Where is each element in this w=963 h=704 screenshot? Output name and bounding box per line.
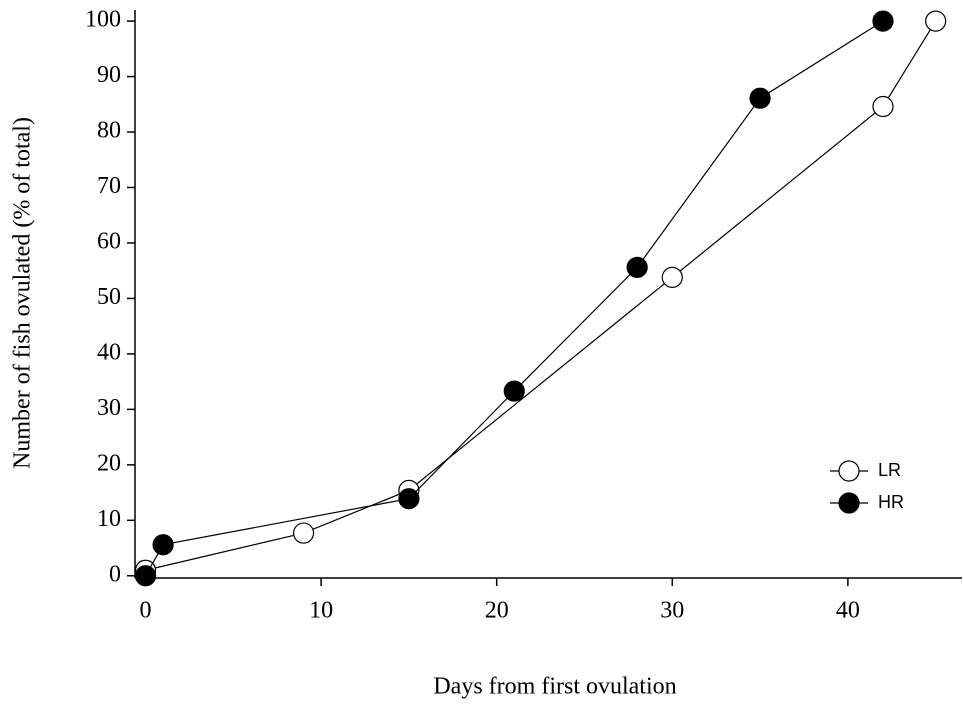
data-point xyxy=(398,488,420,510)
y-tick-label: 100 xyxy=(85,7,121,33)
data-point xyxy=(925,10,947,32)
legend-label: HR xyxy=(878,492,904,512)
data-point xyxy=(872,95,894,118)
data-point xyxy=(152,534,174,556)
y-tick-label: 0 xyxy=(109,561,121,587)
series-line xyxy=(145,20,884,577)
y-tick-label: 20 xyxy=(97,450,121,476)
y-tick-label: 80 xyxy=(97,118,121,144)
y-tick-label: 40 xyxy=(97,339,121,365)
data-point xyxy=(134,565,157,587)
data-point xyxy=(503,380,525,402)
data-point xyxy=(872,10,894,32)
data-point xyxy=(749,87,771,109)
y-tick-label: 60 xyxy=(97,228,121,254)
legend-marker xyxy=(838,492,860,514)
x-tick-label: 10 xyxy=(309,598,333,624)
legend-label: LR xyxy=(878,460,901,480)
x-tick-label: 0 xyxy=(140,598,152,624)
series-line xyxy=(145,20,937,571)
y-tick-label: 90 xyxy=(97,62,121,88)
y-tick-label: 30 xyxy=(97,395,121,421)
data-point xyxy=(292,522,315,544)
y-tick-label: 50 xyxy=(97,284,121,310)
x-axis-title: Days from first ovulation xyxy=(433,674,676,700)
data-point xyxy=(661,266,683,288)
legend-marker xyxy=(838,460,860,482)
y-tick-label: 10 xyxy=(97,506,121,532)
x-tick-label: 40 xyxy=(836,598,860,624)
x-tick-label: 30 xyxy=(660,598,684,624)
y-tick-label: 70 xyxy=(97,173,121,199)
x-tick-label: 20 xyxy=(485,598,509,624)
data-point xyxy=(626,256,648,278)
y-axis-title: Number of fish ovulated (% of total) xyxy=(10,117,36,469)
